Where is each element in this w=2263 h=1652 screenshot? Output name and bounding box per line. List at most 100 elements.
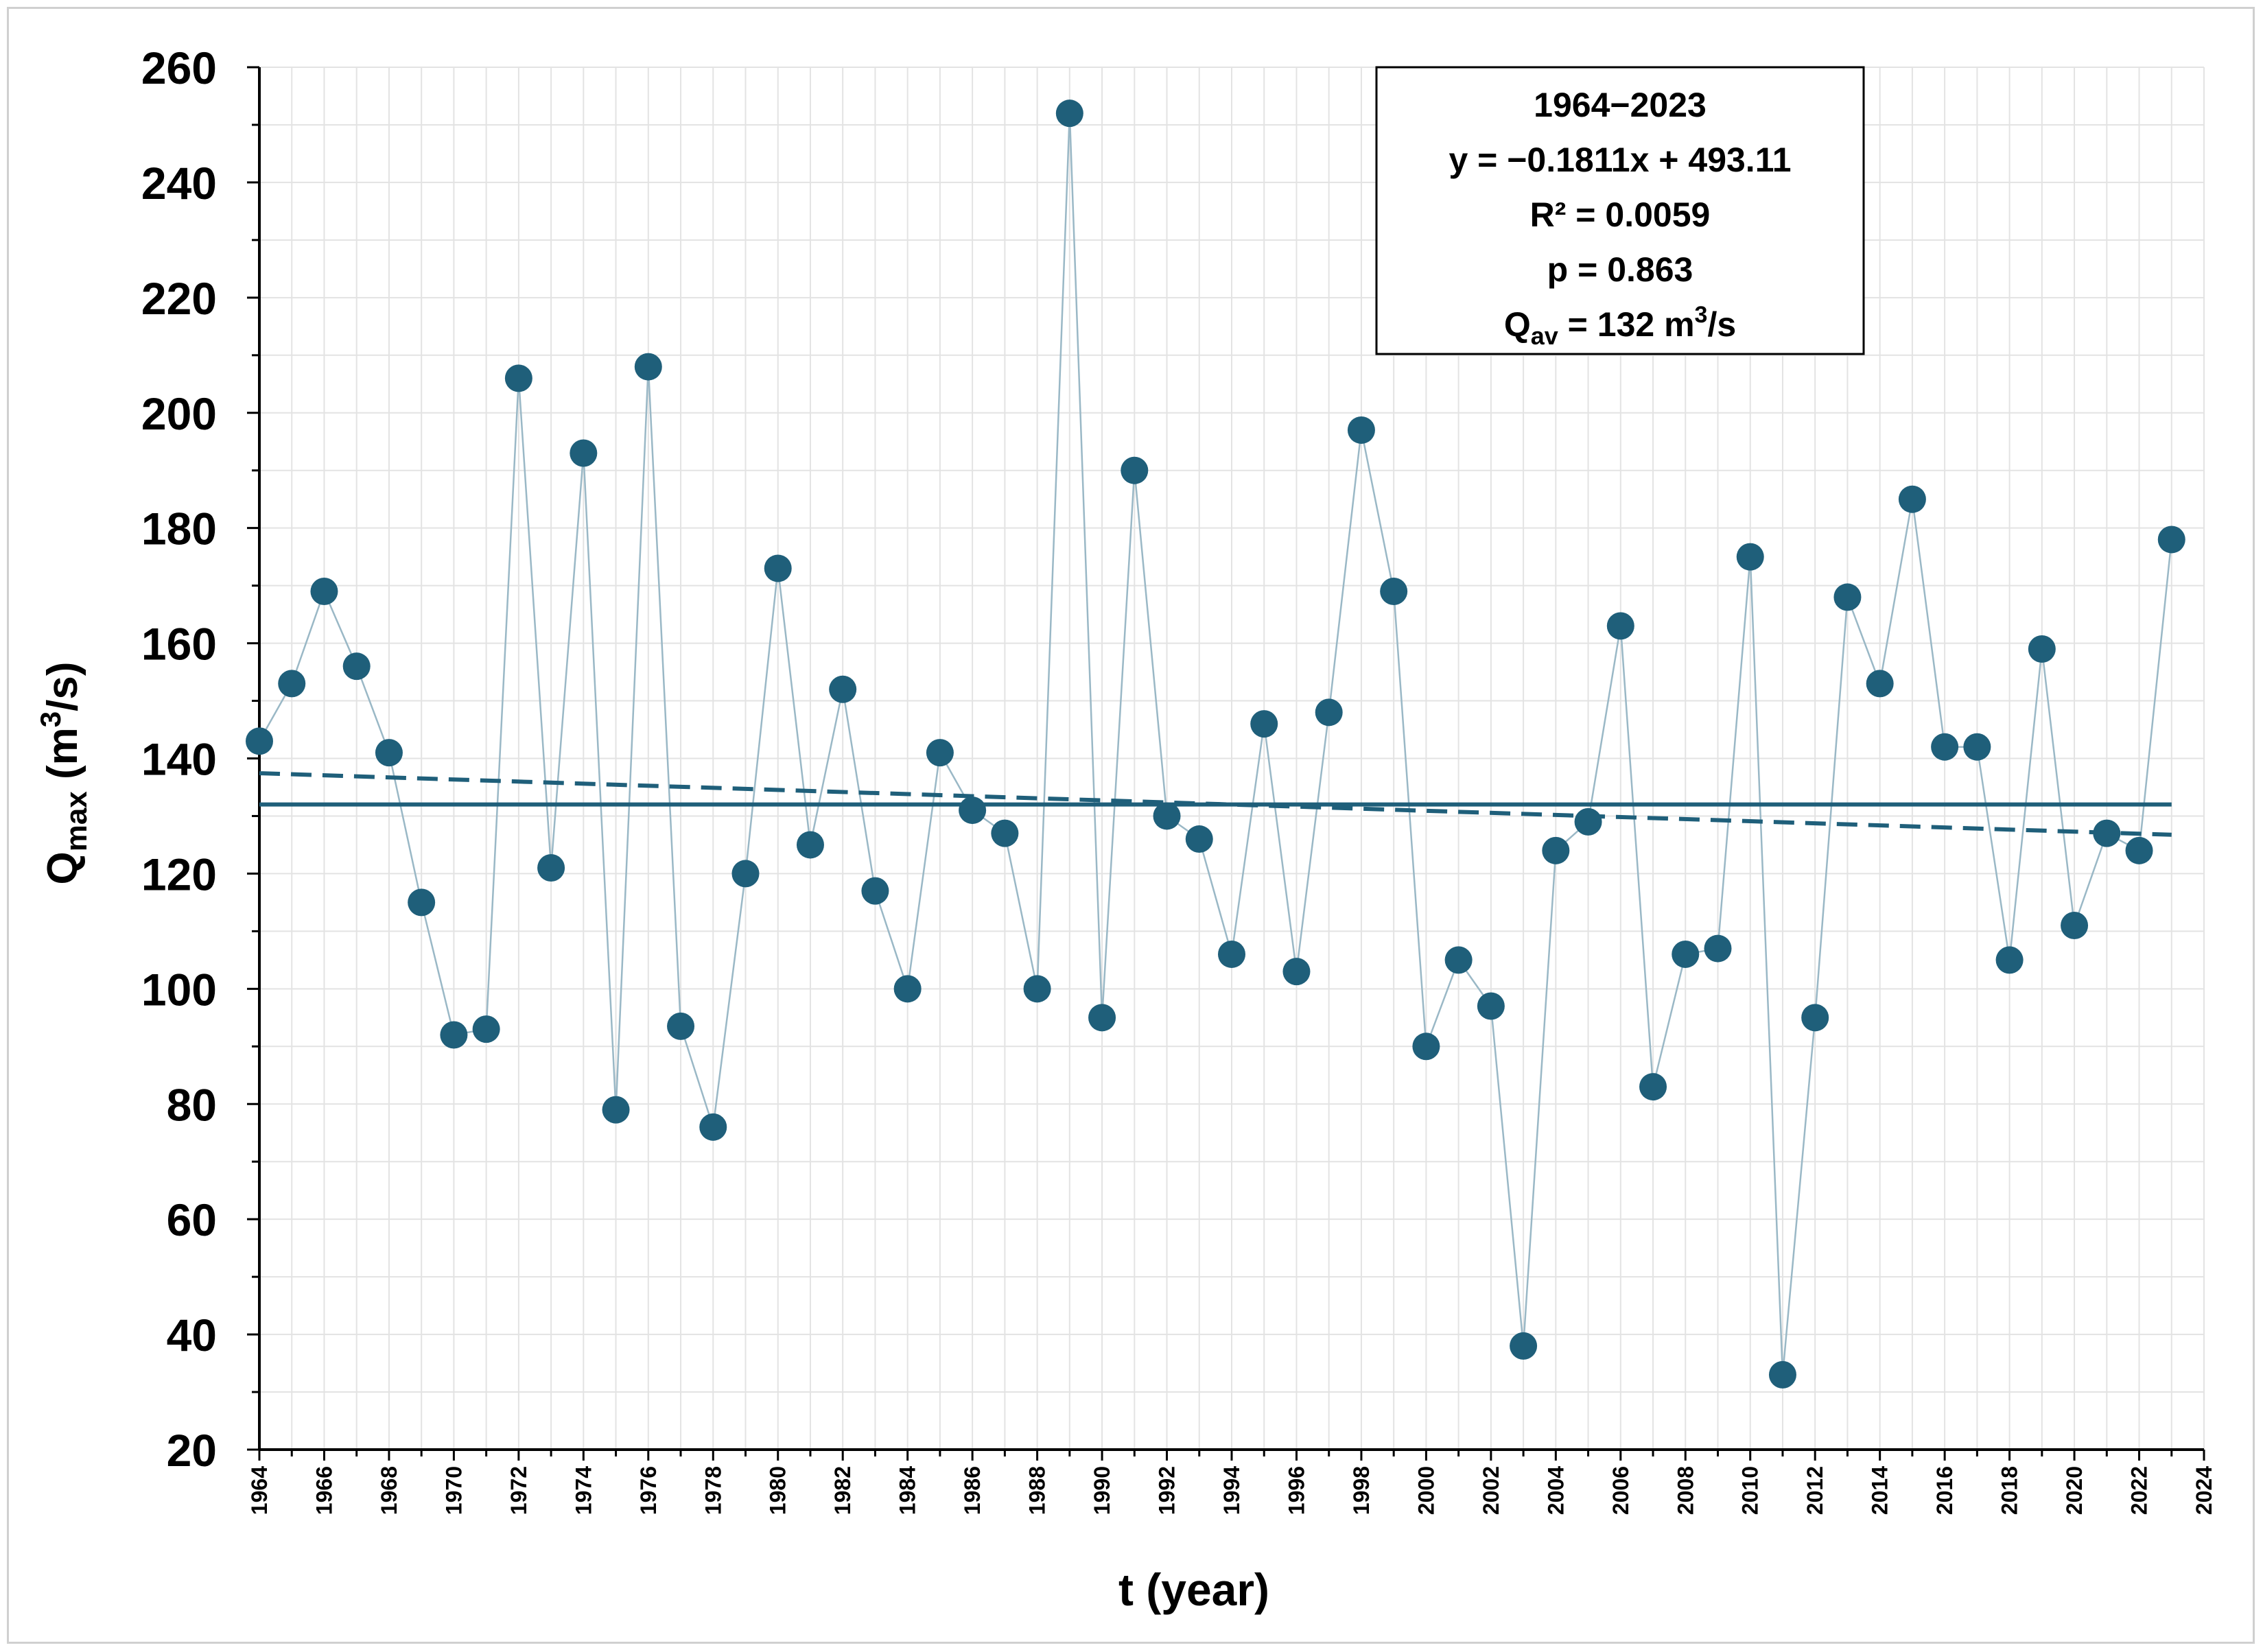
data-point	[1542, 836, 1570, 864]
data-point	[472, 1015, 500, 1043]
x-tick-label: 2004	[1543, 1466, 1568, 1515]
data-point	[570, 439, 598, 467]
data-point	[246, 727, 273, 755]
x-tick-label: 2000	[1414, 1466, 1438, 1515]
x-tick-label: 2012	[1803, 1466, 1827, 1515]
x-tick-label: 1968	[377, 1466, 401, 1515]
data-point	[1736, 543, 1764, 571]
data-point	[1995, 946, 2024, 974]
x-tick-label: 2018	[1997, 1466, 2022, 1515]
data-point	[1963, 733, 1991, 761]
data-point	[375, 739, 403, 767]
data-point	[796, 831, 824, 859]
data-point	[602, 1096, 630, 1124]
annotation-p-value: p = 0.863	[1547, 250, 1693, 289]
x-tick-label: 1986	[960, 1466, 985, 1515]
data-point	[1833, 583, 1862, 611]
x-tick-label: 2006	[1608, 1466, 1633, 1515]
data-point	[991, 819, 1019, 847]
x-tick-label: 1984	[895, 1466, 920, 1515]
data-point	[1347, 416, 1375, 444]
x-tick-label: 2010	[1738, 1466, 1763, 1515]
data-point	[699, 1113, 727, 1141]
x-tick-label: 1966	[312, 1466, 336, 1515]
data-point	[2093, 819, 2121, 847]
data-point	[2157, 526, 2185, 554]
y-tick-labels: 20 40 60 80 100 120 140 160 180 200 220 240 260	[141, 43, 217, 1476]
data-point	[1380, 578, 1408, 606]
data-point	[1185, 825, 1213, 853]
annotation-box	[1375, 66, 1865, 355]
y-axis-title: Qmax (m3/s)	[34, 661, 93, 884]
x-tick-label: 1974	[571, 1466, 596, 1515]
lines	[258, 113, 2173, 1375]
trend-line	[259, 771, 2172, 837]
x-tick-label: 1988	[1025, 1466, 1050, 1515]
data-point	[1121, 456, 1149, 484]
data-point	[893, 975, 922, 1003]
x-tick-label: 1980	[766, 1466, 790, 1515]
data-point	[537, 854, 565, 882]
x-tick-label: 2002	[1479, 1466, 1503, 1515]
data-point	[959, 796, 987, 825]
y-tick-label: 220	[141, 273, 217, 324]
data-point	[1898, 485, 1926, 513]
data-point	[2061, 911, 2089, 939]
annotation-mean: Qav = 132 m3/s	[1504, 302, 1736, 350]
x-tick-labels: 1964 1966 1968 1970 1972 1974 1976 1978 1980 1982…	[247, 1466, 2216, 1515]
data-point	[1606, 612, 1634, 640]
data-point	[440, 1021, 468, 1049]
y-tick-label: 120	[141, 849, 217, 899]
x-tick-label: 1978	[701, 1466, 725, 1515]
data-point	[667, 1012, 695, 1040]
annotation-r2: R² = 0.0059	[1530, 196, 1711, 234]
data-point	[1639, 1073, 1667, 1101]
figure-frame	[7, 7, 2255, 1644]
x-tick-label: 1992	[1155, 1466, 1180, 1515]
data-point	[342, 652, 371, 681]
data-point	[1931, 733, 1959, 761]
y-tick-label: 40	[167, 1310, 217, 1360]
data-point	[764, 554, 792, 582]
data-point	[1088, 1004, 1116, 1032]
x-tick-label: 2024	[2192, 1466, 2216, 1515]
x-tick-label: 1976	[636, 1466, 661, 1515]
data-point	[1444, 946, 1473, 974]
axes	[247, 66, 2205, 1461]
data-point	[1055, 99, 1083, 128]
x-tick-label: 2014	[1868, 1466, 1892, 1515]
y-tick-label: 60	[167, 1194, 217, 1245]
data-point	[1672, 940, 1700, 968]
x-tick-label: 1996	[1284, 1466, 1309, 1515]
data-point	[1704, 934, 1732, 963]
data-point	[1218, 940, 1245, 968]
data-point	[731, 860, 760, 888]
data-point	[1768, 1360, 1796, 1389]
data-point	[408, 888, 436, 917]
y-tick-label: 260	[141, 43, 217, 93]
data-point	[1023, 975, 1051, 1003]
data-point	[2028, 635, 2056, 663]
annotation-equation: y = −0.1811x + 493.11	[1449, 141, 1791, 179]
y-tick-label: 200	[141, 388, 217, 439]
stats-annotation: 1964−2023 y = −0.1811x + 493.11 R² = 0.0…	[1375, 66, 1865, 355]
x-tick-label: 1990	[1090, 1466, 1114, 1515]
y-tick-label: 140	[141, 734, 217, 785]
x-tick-label: 2022	[2127, 1466, 2152, 1515]
x-tick-label: 2016	[1932, 1466, 1957, 1515]
x-tick-label: 1972	[506, 1466, 531, 1515]
data-point	[926, 739, 954, 767]
y-tick-label: 80	[167, 1079, 217, 1130]
points	[246, 99, 2185, 1389]
y-tick-label: 20	[167, 1425, 217, 1476]
annotation-period: 1964−2023	[1534, 86, 1707, 124]
series-connector-line	[258, 113, 2173, 1375]
x-tick-label: 1970	[441, 1466, 466, 1515]
data-point	[278, 670, 306, 698]
data-point	[1282, 958, 1311, 986]
data-point	[504, 364, 532, 392]
data-point	[1574, 807, 1602, 836]
y-tick-label: 180	[141, 504, 217, 554]
x-tick-label: 2020	[2062, 1466, 2087, 1515]
